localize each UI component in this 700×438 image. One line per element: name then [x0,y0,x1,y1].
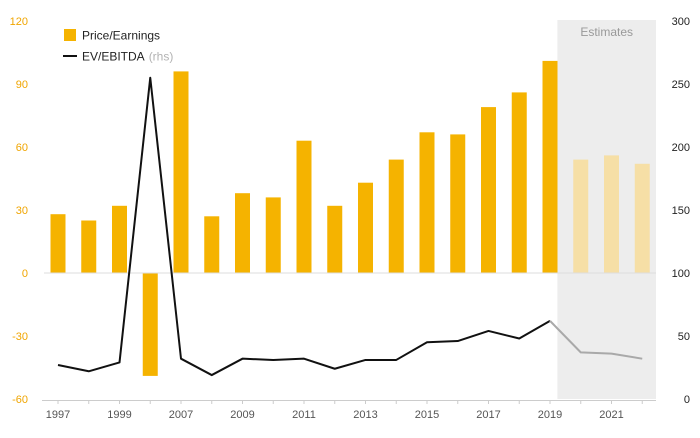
left-tick-label: 0 [22,268,28,280]
bar-2016 [450,134,466,273]
ev-ebitda-line-actual [57,76,551,377]
bar-2007 [173,71,189,274]
right-axis-ticks: 300 250 200 150 100 50 0 [672,16,690,406]
legend: Price/Earnings EV/EBITDA (rhs) [63,29,173,64]
bar-1998 [81,220,97,273]
x-axis-ticks: 1997 1999 2007 2009 2011 2013 2015 2017 2019 2021 [46,400,643,421]
bar-2009 [235,193,250,273]
bar-2019 [542,60,558,274]
bar-2017 [481,107,496,273]
bar-2014 [388,159,404,273]
x-tick-label-1997: 1997 [46,409,70,421]
x-tick-label-2007: 2007 [169,409,193,421]
x-tick-label-2013: 2013 [353,409,377,421]
estimates-label: Estimates [580,25,633,39]
bar-2010 [265,197,281,273]
bar-2021 [604,155,619,273]
x-tick-label-2019: 2019 [538,409,562,421]
bar-2011 [296,140,312,273]
legend-label-ev-ebitda: EV/EBITDA (rhs) [82,50,173,64]
left-tick-label: 30 [16,205,28,217]
right-tick-label: 50 [678,331,690,343]
left-axis-ticks: 120 90 60 30 0 -30 -60 [10,16,28,406]
legend-swatch-price-earnings [64,29,76,41]
bar-2000 [142,273,158,376]
left-tick-label: 60 [16,142,28,154]
ev-ebitda-line-estimates [549,320,643,360]
left-tick-label: -30 [12,331,28,343]
legend-label-price-earnings: Price/Earnings [82,29,160,43]
bar-1999 [112,205,127,273]
right-tick-label: 300 [672,16,690,28]
bar-2013 [358,182,373,273]
legend-ev-ebitda-suffix: (rhs) [149,50,174,64]
bar-2020 [573,159,589,273]
pe-bars [50,60,650,376]
x-tick-label-2015: 2015 [415,409,439,421]
left-tick-label: -60 [12,394,28,406]
x-tick-label-2011: 2011 [292,409,316,421]
x-tick-label-2017: 2017 [476,409,500,421]
x-tick-label-2021: 2021 [599,409,623,421]
right-tick-label: 100 [672,268,690,280]
right-tick-label: 0 [684,394,690,406]
bar-1997 [50,214,66,273]
bar-2008 [204,216,220,273]
x-tick-label-1999: 1999 [107,409,131,421]
ev-ebitda-line [57,76,643,377]
legend-ev-ebitda-name: EV/EBITDA [82,50,145,64]
bar-2018 [511,92,527,274]
bar-2022 [634,163,650,273]
left-tick-label: 90 [16,79,28,91]
right-tick-label: 150 [672,205,690,217]
right-tick-label: 250 [672,79,690,91]
bar-2012 [327,205,343,273]
left-tick-label: 120 [10,16,28,28]
right-tick-label: 200 [672,142,690,154]
bar-2015 [419,132,435,273]
x-tick-label-2009: 2009 [230,409,254,421]
